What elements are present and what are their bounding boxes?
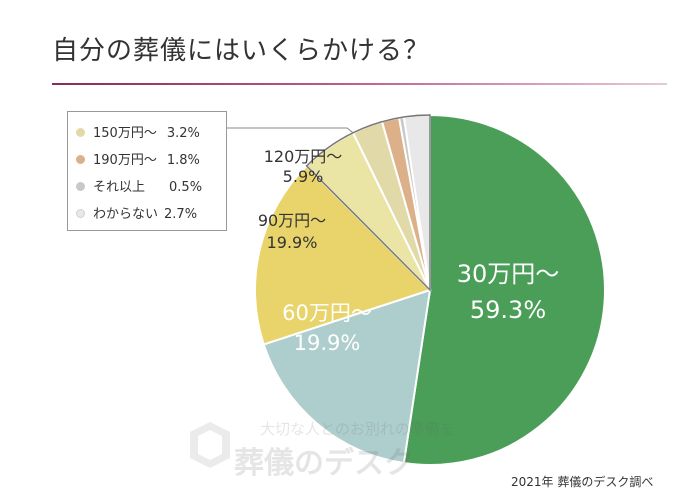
- legend-item: わからない 2.7%: [76, 203, 197, 222]
- legend-value: 2.7%: [164, 207, 198, 222]
- source-note: 2021年 葬儀のデスク調べ: [511, 475, 654, 489]
- slice-label: 30万円〜: [457, 260, 560, 288]
- small-slices-outline: [305, 114, 431, 292]
- slice-label: 90万円〜: [258, 211, 326, 230]
- legend-item: 150万円〜 3.2%: [76, 122, 200, 141]
- legend-swatch: [76, 128, 85, 137]
- watermark-brand: 葬儀のデスク: [234, 446, 414, 481]
- pie-slice: [262, 288, 432, 465]
- legend-value: 1.8%: [166, 153, 200, 168]
- slice-value: 19.9%: [294, 331, 361, 355]
- legend-item: それ以上 0.5%: [76, 176, 202, 195]
- watermark-logo-icon: [190, 422, 230, 468]
- pie-labels: 30万円〜 59.3% 60万円〜 19.9% 90万円〜 19.9% 120万円〜5.9%: [258, 147, 559, 355]
- slice-label: 60万円〜: [282, 301, 372, 325]
- pie-slice: [254, 164, 432, 346]
- slice-label: 120万円〜: [264, 147, 343, 166]
- legend-swatch: [76, 209, 85, 218]
- legend-label: 150万円〜: [93, 126, 157, 141]
- legend-item: 190万円〜 1.8%: [76, 149, 200, 168]
- chart-legend: 150万円〜 3.2% 190万円〜 1.8% それ以上 0.5% わからない 2.7%: [67, 111, 227, 231]
- legend-swatch: [76, 155, 85, 164]
- legend-connector: [227, 127, 354, 134]
- pie-slice: [402, 113, 606, 466]
- watermark-tagline: 大切な人とのお別れの準備を: [260, 420, 455, 438]
- legend-label: 190万円〜: [93, 153, 157, 168]
- legend-value: 3.2%: [166, 126, 200, 141]
- legend-value: 0.5%: [169, 180, 203, 195]
- slice-value: 5.9%: [283, 167, 324, 186]
- legend-label: それ以上: [93, 180, 146, 195]
- legend-label: わからない: [93, 207, 159, 222]
- legend-connector-line: [227, 127, 354, 134]
- legend-swatch: [76, 182, 85, 191]
- page-title: 自分の葬儀にはいくらかける？: [52, 36, 431, 66]
- slice-value: 59.3%: [470, 296, 546, 324]
- slice-value: 19.9%: [267, 233, 318, 252]
- title-divider: [52, 83, 667, 85]
